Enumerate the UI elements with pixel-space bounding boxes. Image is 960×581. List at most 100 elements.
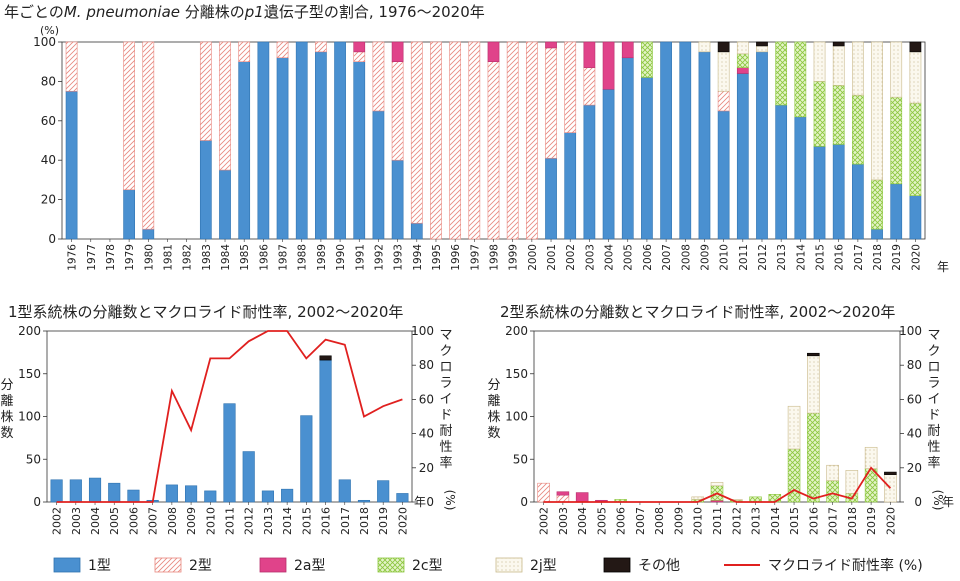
y2-tick-label: 80 xyxy=(419,358,434,372)
bar-t2-2001 xyxy=(545,47,557,159)
bar-t1-2016 xyxy=(319,359,332,503)
bar-t1-1987 xyxy=(276,57,289,240)
bar-t2-1985 xyxy=(238,41,251,63)
bar-t2j-2011 xyxy=(736,41,749,55)
bar-t1-2013 xyxy=(775,104,788,240)
y-tick-label: 150 xyxy=(18,367,41,381)
chart1-plot: 0 20 40 60 80 100 1976 1977 1978 1979 1980 1981 1982… xyxy=(33,35,926,271)
x-tick-label: 1995 xyxy=(431,244,443,271)
y2-axis-label-char: 耐 xyxy=(927,424,940,439)
bar-t2a-1998 xyxy=(487,41,500,63)
bar-t1-2003 xyxy=(583,104,596,240)
x-tick-label: 2003 xyxy=(70,507,83,535)
y-tick-label: 0 xyxy=(520,495,528,509)
y2-axis-label-char: マ xyxy=(927,328,940,343)
x-tick-label: 2009 xyxy=(185,507,198,535)
x-tick-label: 2017 xyxy=(853,244,865,271)
bar-other-2010 xyxy=(717,41,730,53)
x-tick-label: 1984 xyxy=(220,244,232,271)
x-tick-label: 2020 xyxy=(396,507,409,535)
x-tick-label: 2002 xyxy=(51,507,64,535)
chart1-x-unit: 年 xyxy=(937,260,949,274)
bar-t2-1983 xyxy=(199,41,212,141)
bar-t2c-2015 xyxy=(787,448,801,503)
legend-label: その他 xyxy=(638,558,680,574)
bar-t2-1996 xyxy=(449,41,462,240)
bar-t2c-2006 xyxy=(641,41,653,78)
bar-t2-1989 xyxy=(315,41,327,53)
bar-t1-2015 xyxy=(300,415,313,503)
y-tick-label: 100 xyxy=(505,410,528,424)
legend-label: マクロライド耐性率 (%) xyxy=(768,557,923,574)
x-tick-label: 2003 xyxy=(584,244,596,271)
bar-t2c-2014 xyxy=(768,494,782,503)
x-tick-label: 1980 xyxy=(143,244,155,271)
bar-t2j-2019 xyxy=(890,41,903,98)
bar-other-2020 xyxy=(884,471,897,475)
bar-t2-1998 xyxy=(487,61,500,240)
x-tick-label: 2007 xyxy=(661,244,673,271)
bar-t1-2011 xyxy=(223,403,236,503)
y-tick-label: 0 xyxy=(48,232,56,246)
x-tick-label: 1999 xyxy=(508,244,520,271)
x-tick-label: 2011 xyxy=(738,244,750,271)
bar-t1-1976 xyxy=(65,90,78,240)
plot-frame xyxy=(533,330,901,503)
x-tick-label: 1993 xyxy=(393,244,405,271)
x-tick-label: 2017 xyxy=(339,507,352,535)
bar-t2c-2017 xyxy=(852,94,864,165)
bar-t2j-2012 xyxy=(756,45,768,53)
x-tick-label: 2014 xyxy=(795,244,807,271)
bar-t2-1987 xyxy=(276,41,289,59)
x-tick-label: 2015 xyxy=(815,244,827,271)
x-tick-label: 2006 xyxy=(615,507,628,535)
bar-t1-2014 xyxy=(794,116,807,240)
y-tick-label: 200 xyxy=(18,324,41,338)
bar-t2-1999 xyxy=(506,41,519,240)
x-tick-label: 2016 xyxy=(320,507,333,535)
bar-t2j-2015 xyxy=(813,41,826,82)
bar-t1-1989 xyxy=(315,51,327,240)
x-tick-label: 2005 xyxy=(108,507,121,535)
x-tick-label: 1976 xyxy=(67,244,79,271)
bar-t1-2018 xyxy=(871,228,883,240)
y-axis-label-char: 分 xyxy=(0,378,13,393)
bar-t2c-2020 xyxy=(909,102,922,196)
legend-swatch-t2a xyxy=(259,557,287,573)
y-tick-label: 50 xyxy=(513,452,528,466)
bar-t1-2011 xyxy=(736,73,749,240)
y2-axis-label-char: ド xyxy=(927,408,940,423)
y2-axis-label-char: ロ xyxy=(927,360,940,375)
bar-t2c-2016 xyxy=(807,412,820,503)
bar-t1-2012 xyxy=(242,451,255,503)
x-tick-label: 2006 xyxy=(642,244,654,271)
y2-tick-label: 0 xyxy=(914,495,922,509)
x-tick-label: 2015 xyxy=(300,507,313,535)
legend-label: 1型 xyxy=(88,558,111,574)
bar-t1-2014 xyxy=(281,488,294,503)
x-tick-label: 1996 xyxy=(450,244,462,271)
bar-t2-1992 xyxy=(372,41,385,112)
x-tick-label: 2019 xyxy=(377,507,390,535)
x-tick-label: 2012 xyxy=(730,507,743,535)
x-tick-label: 2014 xyxy=(281,507,294,535)
x-tick-label: 2007 xyxy=(634,507,647,535)
bar-t2a-2003 xyxy=(556,491,570,496)
bar-other-2020 xyxy=(909,41,922,53)
bar-t2-2002 xyxy=(537,482,550,503)
bar-t2a-1993 xyxy=(391,41,404,63)
x-tick-label: 2019 xyxy=(865,507,878,535)
bar-t1-2012 xyxy=(756,51,768,240)
chart1-title: 年ごとのM. pneumoniae 分離株のp1遺伝子型の割合, 1976〜20… xyxy=(4,3,485,21)
bar-t1-2004 xyxy=(88,477,102,503)
bar-t2-2003 xyxy=(583,67,596,106)
bar-t2j-2017 xyxy=(852,41,864,96)
x-tick-label: 1997 xyxy=(469,244,481,271)
x-tick-label: 2004 xyxy=(576,507,589,535)
bar-t2c-2015 xyxy=(813,81,826,147)
bar-t2c-2018 xyxy=(871,179,883,230)
x-tick-label: 2009 xyxy=(672,507,685,535)
y2-tick-label: 60 xyxy=(907,392,922,406)
x-tick-label: 1991 xyxy=(354,244,366,271)
x-tick-label: 2018 xyxy=(872,244,884,271)
